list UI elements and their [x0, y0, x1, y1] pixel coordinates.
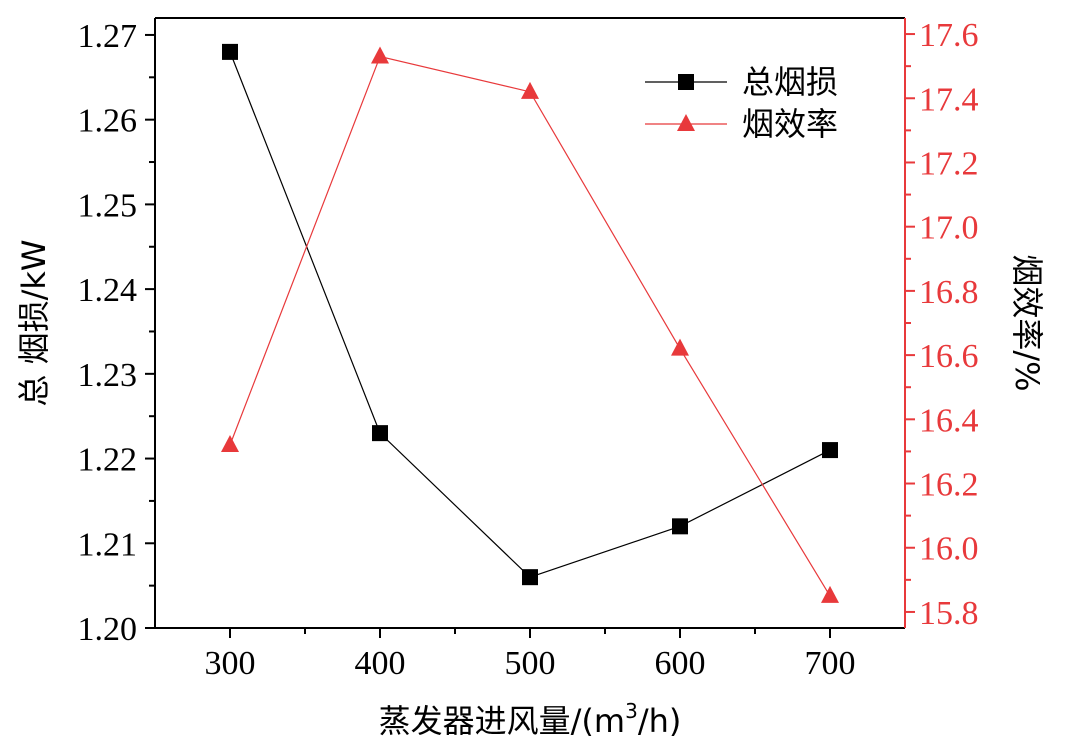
- left-y-axis-title: 总 烟损/kW: [15, 239, 53, 406]
- x-tick-label: 400: [355, 645, 406, 682]
- right-y-axis-title: 烟效率/%: [1008, 254, 1046, 391]
- legend-marker-square: [678, 74, 694, 90]
- y-left-tick-label: 1.27: [78, 18, 138, 55]
- y-right-tick-label: 16.0: [919, 531, 979, 568]
- y-left-tick-label: 1.25: [78, 187, 138, 224]
- left-y-axis-ticks: 1.20 1.21 1.22 1.23 1.24 1.25 1.26 1.27: [78, 18, 155, 648]
- y-left-tick-label: 1.20: [78, 611, 138, 648]
- legend-label-exergy-efficiency: 烟效率: [742, 105, 838, 143]
- x-tick-label: 600: [655, 645, 706, 682]
- data-point-square: [222, 43, 238, 60]
- y-right-tick-label: 17.2: [919, 145, 979, 182]
- legend-item-total-exergy-loss: 总烟损: [645, 63, 838, 101]
- y-right-tick-label: 17.6: [919, 17, 979, 54]
- data-point-square: [372, 425, 388, 442]
- y-right-tick-label: 16.4: [919, 402, 979, 439]
- series-line-exergy-efficiency: [229, 55, 831, 597]
- y-right-tick-label: 16.6: [919, 338, 979, 375]
- y-left-tick-label: 1.21: [78, 526, 138, 563]
- x-axis-title: 蒸发器进风量/(m3/h): [379, 699, 682, 740]
- y-left-tick-label: 1.23: [78, 357, 138, 394]
- y-right-tick-label: 15.8: [919, 595, 979, 632]
- data-point-square: [822, 442, 838, 459]
- y-left-tick-label: 1.22: [78, 442, 138, 479]
- y-right-tick-label: 17.0: [919, 210, 979, 247]
- legend-item-exergy-efficiency: 烟效率: [645, 105, 838, 143]
- data-point-triangle: [371, 46, 389, 64]
- data-point-triangle: [221, 435, 239, 452]
- data-point-triangle: [521, 81, 539, 99]
- right-y-axis-ticks: 15.8 16.0 16.2 16.4 16.6 16.8 17.0 17.2 17.4 17.6: [905, 17, 979, 632]
- x-tick-label: 700: [805, 645, 856, 682]
- legend: 总烟损 烟效率: [645, 63, 838, 143]
- y-left-tick-label: 1.24: [78, 272, 138, 309]
- data-point-triangle: [821, 585, 839, 603]
- x-tick-label: 500: [505, 645, 556, 682]
- data-point-square: [522, 569, 538, 586]
- x-tick-label: 300: [205, 645, 256, 682]
- y-right-tick-label: 16.8: [919, 274, 979, 311]
- x-axis-ticks: 300 400 500 600 700: [205, 628, 856, 682]
- y-right-tick-label: 16.2: [919, 467, 979, 504]
- legend-marker-triangle: [677, 114, 695, 131]
- y-left-tick-label: 1.26: [78, 103, 138, 140]
- series-line-total-exergy-loss: [229, 51, 831, 578]
- data-point-square: [672, 518, 688, 535]
- series-layer: [221, 43, 839, 603]
- y-right-tick-label: 17.4: [919, 81, 979, 118]
- data-point-triangle: [671, 338, 689, 356]
- legend-label-total-exergy-loss: 总烟损: [742, 63, 838, 101]
